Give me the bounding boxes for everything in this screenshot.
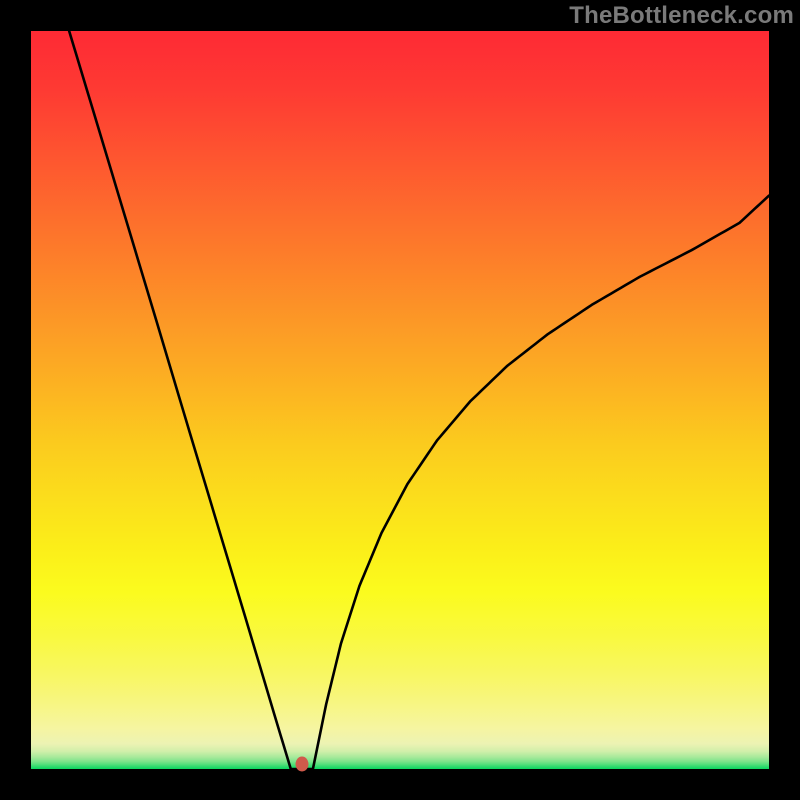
gradient-plot-area <box>31 31 769 769</box>
optimal-marker-dot <box>296 757 309 772</box>
watermark-text: TheBottleneck.com <box>569 2 794 30</box>
figure-root: TheBottleneck.com <box>0 0 800 800</box>
bottleneck-chart <box>0 0 800 800</box>
